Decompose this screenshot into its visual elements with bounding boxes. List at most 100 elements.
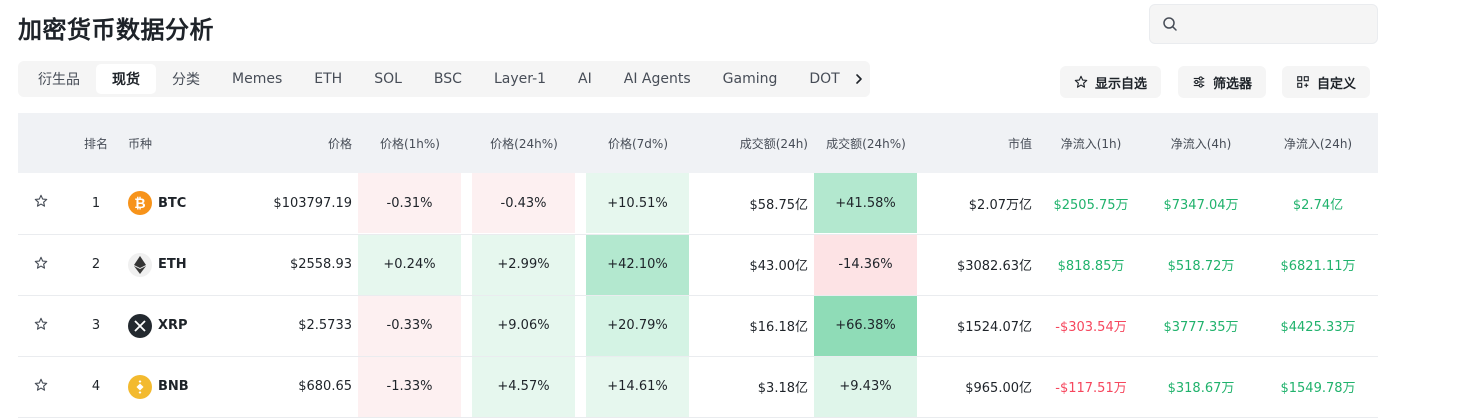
watchlist-star-button[interactable] — [18, 173, 64, 234]
star-icon — [34, 378, 48, 391]
netflow-1h-cell: $2505.75万 — [1053, 197, 1129, 213]
page-title: 加密货币数据分析 — [18, 16, 214, 44]
rank-cell: 4 — [91, 379, 101, 394]
volume-24h-cell: $43.00亿 — [749, 259, 809, 274]
price-1h-cell: -0.33% — [358, 295, 461, 356]
show-watchlist-label: 显示自选 — [1095, 76, 1148, 92]
netflow-1h-cell: -$117.51万 — [1055, 381, 1127, 396]
tab-layer1[interactable]: Layer-1 — [493, 71, 547, 87]
price-24h-cell: -0.43% — [472, 173, 575, 234]
coin-symbol: BNB — [158, 379, 189, 394]
netflow-24h-cell: $6821.11万 — [1280, 259, 1356, 274]
table-row[interactable]: 2 ETH $2558.93 +0.24% +2.99% +42.10% $43.00亿 -1… — [18, 234, 1378, 295]
price-1h-cell: -1.33% — [358, 356, 461, 417]
price-7d-cell: +14.61% — [586, 356, 689, 417]
volume-24h-pct-cell: +66.38% — [814, 295, 917, 356]
netflow-4h-cell: $518.72万 — [1167, 259, 1235, 274]
table-row[interactable]: 4 BNB $680.65 -1.33% +4.57% +14.61% $3.18亿 +9.4… — [18, 356, 1378, 417]
netflow-24h-cell: $4425.33万 — [1280, 320, 1356, 335]
header-price[interactable]: 价格 — [327, 136, 352, 151]
tab-bsc[interactable]: BSC — [433, 71, 462, 87]
netflow-4h-cell: $318.67万 — [1167, 381, 1235, 396]
watchlist-star-button[interactable] — [18, 356, 64, 417]
header-netflow-24h[interactable]: 净流入(24h) — [1283, 136, 1353, 151]
search-icon — [1163, 17, 1177, 31]
chevron-right-icon — [856, 74, 862, 84]
coin-cell[interactable]: XRP — [128, 313, 248, 338]
rank-cell: 3 — [91, 318, 101, 333]
table-row[interactable]: 1 ₿ BTC $103797.19 -0.31% -0.43% +10.51% $58.75… — [18, 173, 1378, 234]
price-7d-cell: +42.10% — [586, 234, 689, 295]
price-7d-cell: +10.51% — [586, 173, 689, 234]
market-cap-cell: $1524.07亿 — [956, 320, 1032, 335]
rank-cell: 2 — [91, 257, 101, 272]
header-netflow-4h[interactable]: 净流入(4h) — [1170, 136, 1232, 151]
filter-sliders-icon — [1193, 76, 1205, 88]
table-row[interactable]: 3 XRP $2.5733 -0.33% +9.06% +20.79% $16.18亿 +66… — [18, 295, 1378, 356]
volume-24h-pct-cell: -14.36% — [814, 234, 917, 295]
volume-24h-pct-cell: +41.58% — [814, 173, 917, 234]
star-icon — [34, 194, 48, 207]
tabs-scroll-right-button[interactable] — [848, 61, 870, 97]
coin-symbol: XRP — [158, 318, 188, 333]
tab-spot[interactable]: 现货 — [96, 64, 156, 94]
volume-24h-cell: $58.75亿 — [749, 197, 809, 213]
price-1h-cell: +0.24% — [358, 234, 461, 295]
price-cell: $2.5733 — [298, 318, 352, 333]
tab-gaming[interactable]: Gaming — [722, 71, 778, 87]
volume-24h-pct-cell: +9.43% — [814, 356, 917, 417]
tab-dot[interactable]: DOT — [809, 71, 840, 87]
category-tabs: 衍生品 现货 分类 Memes ETH SOL BSC Layer-1 AI A… — [18, 61, 870, 97]
market-table: 排名 币种 价格 价格(1h%) 价格(24h%) 价格(7d%) 成交额(24… — [18, 113, 1378, 418]
tab-eth[interactable]: ETH — [314, 71, 343, 87]
market-cap-cell: $2.07万亿 — [968, 197, 1032, 213]
search-input[interactable] — [1186, 16, 1366, 32]
rank-cell: 1 — [91, 195, 101, 211]
star-icon — [34, 256, 48, 269]
netflow-24h-cell: $2.74亿 — [1292, 197, 1344, 213]
star-icon — [34, 317, 48, 330]
netflow-4h-cell: $3777.35万 — [1163, 320, 1239, 335]
header-market-cap[interactable]: 市值 — [1007, 136, 1032, 151]
customize-button[interactable]: 自定义 — [1282, 66, 1371, 98]
filter-label: 筛选器 — [1213, 76, 1253, 92]
watchlist-star-button[interactable] — [18, 295, 64, 356]
netflow-1h-cell: $818.85万 — [1057, 259, 1125, 274]
header-price-1h[interactable]: 价格(1h%) — [379, 136, 440, 151]
price-cell: $2558.93 — [289, 257, 352, 272]
price-cell: $680.65 — [298, 379, 352, 394]
volume-24h-cell: $3.18亿 — [757, 381, 808, 396]
xrp-icon — [128, 313, 152, 338]
filter-button[interactable]: 筛选器 — [1178, 66, 1267, 98]
tab-ai[interactable]: AI — [578, 71, 592, 87]
header-volume-24h-pct[interactable]: 成交额(24h%) — [826, 136, 906, 151]
header-price-24h[interactable]: 价格(24h%) — [490, 136, 558, 151]
header-coin[interactable]: 币种 — [128, 136, 153, 151]
tab-ai-agents[interactable]: AI Agents — [623, 71, 691, 87]
show-watchlist-button[interactable]: 显示自选 — [1060, 66, 1162, 98]
coin-cell[interactable]: BNB — [128, 374, 248, 399]
coin-cell[interactable]: ETH — [128, 252, 248, 277]
ethereum-icon — [128, 252, 152, 277]
header-volume-24h[interactable]: 成交额(24h) — [739, 136, 808, 151]
coin-symbol: BTC — [158, 195, 187, 211]
star-icon — [1074, 75, 1088, 88]
price-24h-cell: +2.99% — [472, 234, 575, 295]
header-rank[interactable]: 排名 — [83, 136, 108, 151]
coin-cell[interactable]: ₿ BTC — [128, 191, 248, 216]
price-1h-cell: -0.31% — [358, 173, 461, 234]
header-price-7d[interactable]: 价格(7d%) — [607, 136, 669, 151]
tab-derivatives[interactable]: 衍生品 — [38, 72, 80, 88]
price-24h-cell: +9.06% — [472, 295, 575, 356]
tab-memes[interactable]: Memes — [232, 71, 283, 87]
tab-sol[interactable]: SOL — [374, 71, 402, 87]
coin-symbol: ETH — [158, 257, 187, 272]
watchlist-star-button[interactable] — [18, 234, 64, 295]
tab-categories[interactable]: 分类 — [172, 72, 200, 88]
grid-settings-icon — [1297, 76, 1309, 88]
price-cell: $103797.19 — [273, 195, 352, 211]
header-netflow-1h[interactable]: 净流入(1h) — [1060, 136, 1122, 151]
search-box[interactable] — [1149, 4, 1378, 44]
bitcoin-icon: ₿ — [128, 191, 152, 216]
netflow-1h-cell: -$303.54万 — [1055, 320, 1127, 335]
